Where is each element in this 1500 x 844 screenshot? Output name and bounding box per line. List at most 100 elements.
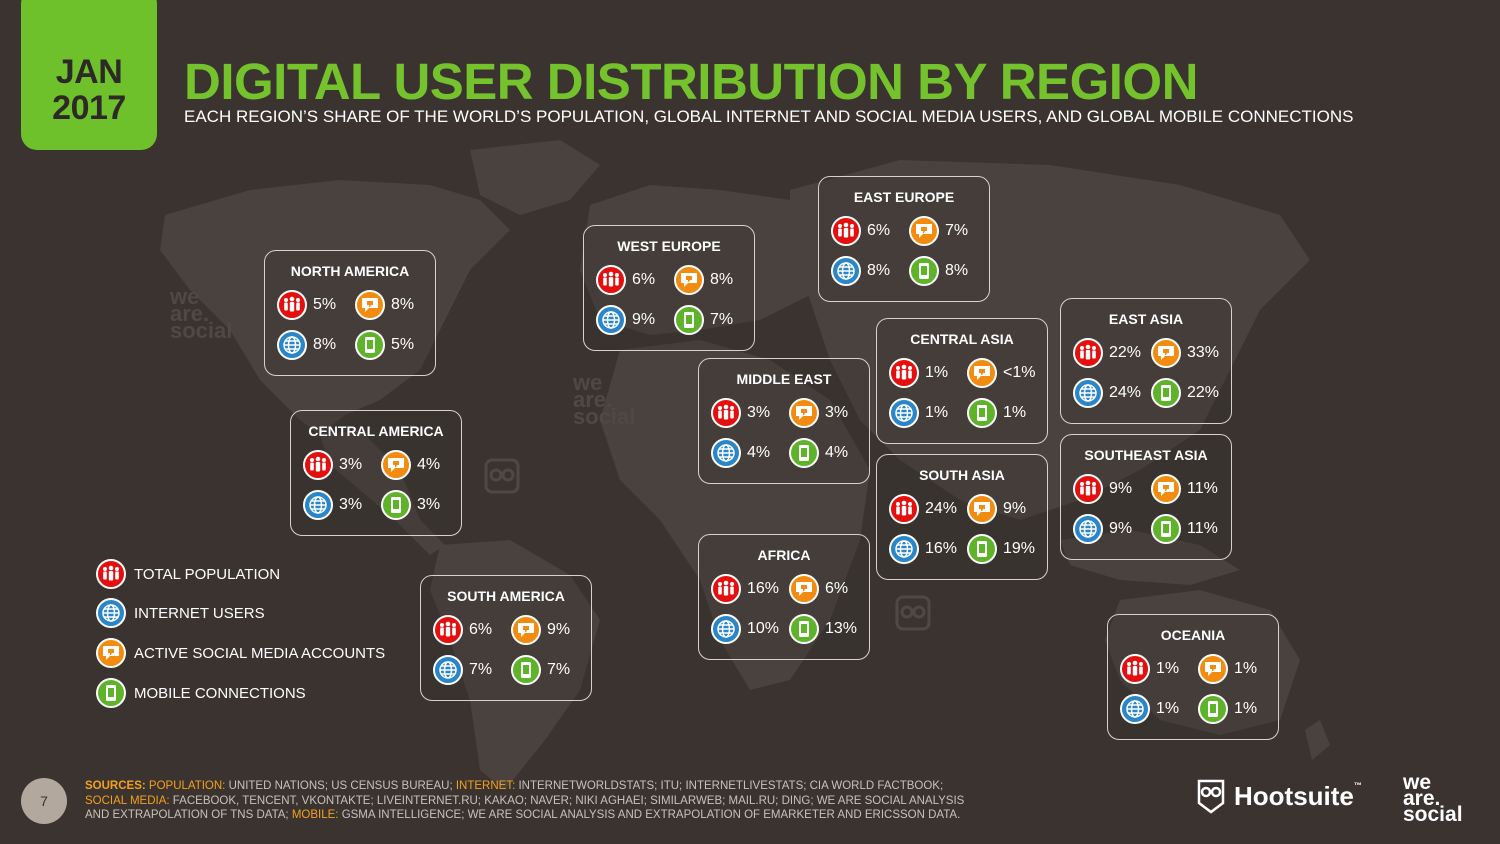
stat-value: 19%: [1003, 540, 1036, 557]
stat-internet: 10%: [711, 614, 779, 644]
people-icon: [831, 216, 861, 246]
stat-value: 1%: [1234, 660, 1258, 677]
globe-icon: [433, 655, 463, 685]
region-name: NORTH AMERICA: [290, 263, 410, 279]
region-name: OCEANIA: [1160, 627, 1226, 643]
region-card-south-asia: SOUTH ASIA 24% 9% 16% 19%: [876, 454, 1048, 580]
stat-population: 22%: [1073, 338, 1141, 368]
stat-mobile: 3%: [381, 490, 440, 520]
owl-icon: [1197, 779, 1225, 814]
we-are-social-watermark: we are. social: [170, 284, 233, 343]
stat-value: 6%: [632, 271, 656, 288]
stat-value: 22%: [1109, 344, 1142, 361]
stat-internet: 8%: [277, 330, 336, 360]
region-name: SOUTHEAST ASIA: [1084, 447, 1208, 463]
stat-mobile: 8%: [909, 256, 968, 286]
stat-value: 7%: [710, 311, 734, 328]
stat-value: 4%: [417, 456, 441, 473]
stat-internet: 16%: [889, 534, 957, 564]
stat-mobile: 22%: [1151, 378, 1219, 408]
thumbs-down-speech-icon: [967, 494, 997, 524]
stat-value: 16%: [747, 580, 780, 597]
stat-value: 1%: [1156, 660, 1180, 677]
mobile-phone-icon: [909, 256, 939, 286]
globe-icon: [303, 490, 333, 520]
stat-internet: 24%: [1073, 378, 1141, 408]
region-card-east-asia: EAST ASIA 22% 33% 24% 22%: [1060, 298, 1232, 424]
thumbs-down-speech-icon: [1151, 338, 1181, 368]
thumbs-down-speech-icon: [674, 265, 704, 295]
stat-value: 9%: [1109, 480, 1133, 497]
stat-value: 1%: [925, 404, 949, 421]
stat-mobile: 5%: [355, 330, 414, 360]
stat-mobile: 1%: [1198, 694, 1257, 724]
stat-value: 11%: [1187, 480, 1218, 497]
thumbs-down-speech-icon: [789, 398, 819, 428]
legend-label: INTERNET USERS: [134, 604, 265, 622]
stat-population: 5%: [277, 290, 336, 320]
region-card-north-america: NORTH AMERICA 5% 8% 8% 5%: [264, 250, 436, 376]
stat-population: 6%: [596, 265, 655, 295]
page-title: DIGITAL USER DISTRIBUTION BY REGION: [184, 53, 1198, 110]
stat-value: 1%: [925, 364, 949, 381]
stat-value: 6%: [469, 621, 493, 638]
region-card-central-america: CENTRAL AMERICA 3% 4% 3% 3%: [290, 410, 462, 536]
stat-value: 8%: [945, 262, 969, 279]
people-icon: [711, 398, 741, 428]
region-name: SOUTH ASIA: [919, 467, 1005, 483]
stat-value: 3%: [339, 456, 363, 473]
globe-icon: [889, 534, 919, 564]
stat-population: 6%: [433, 615, 492, 645]
stat-value: 5%: [313, 296, 337, 313]
people-icon: [303, 450, 333, 480]
stat-population: 3%: [711, 398, 770, 428]
stat-social: 4%: [381, 450, 440, 480]
we-are-social-watermark: we are. social: [573, 370, 636, 429]
owl-watermark-icon: [484, 458, 520, 494]
stat-value: 9%: [547, 621, 571, 638]
stat-value: 10%: [747, 620, 780, 637]
page-subtitle: EACH REGION’S SHARE OF THE WORLD’S POPUL…: [184, 107, 1354, 126]
stat-social: 33%: [1151, 338, 1219, 368]
stat-value: 4%: [825, 444, 849, 461]
people-icon: [1073, 338, 1103, 368]
legend-label: TOTAL POPULATION: [134, 565, 281, 583]
legend-mobile: MOBILE CONNECTIONS: [96, 678, 306, 708]
stat-population: 3%: [303, 450, 362, 480]
stat-social: <1%: [967, 358, 1035, 388]
region-card-east-europe: EAST EUROPE 6% 7% 8% 8%: [818, 176, 990, 302]
mobile-phone-icon: [789, 614, 819, 644]
thumbs-down-speech-icon: [1151, 474, 1181, 504]
region-name: EAST EUROPE: [853, 189, 955, 205]
stat-social: 9%: [511, 615, 570, 645]
mobile-phone-icon: [1198, 694, 1228, 724]
stat-population: 1%: [1120, 654, 1179, 684]
stat-internet: 1%: [1120, 694, 1179, 724]
people-icon: [889, 494, 919, 524]
stat-value: 1%: [1156, 700, 1180, 717]
region-card-west-europe: WEST EUROPE 6% 8% 9% 7%: [583, 225, 755, 351]
globe-icon: [831, 256, 861, 286]
thumbs-down-speech-icon: [909, 216, 939, 246]
stat-internet: 4%: [711, 438, 770, 468]
thumbs-down-speech-icon: [967, 358, 997, 388]
stat-value: 7%: [547, 661, 571, 678]
stat-value: 3%: [747, 404, 771, 421]
globe-icon: [596, 305, 626, 335]
region-name: SOUTH AMERICA: [447, 588, 565, 604]
hootsuite-logo: Hootsuite™: [1196, 778, 1362, 814]
thumbs-down-speech-icon: [355, 290, 385, 320]
mobile-phone-icon: [967, 398, 997, 428]
stat-value: 8%: [391, 296, 415, 313]
region-card-south-america: SOUTH AMERICA 6% 9% 7% 7%: [420, 575, 592, 701]
owl-watermark-icon: [895, 595, 931, 631]
stat-value: 24%: [1109, 384, 1142, 401]
stat-mobile: 11%: [1151, 514, 1218, 544]
mobile-phone-icon: [1151, 378, 1181, 408]
people-icon: [277, 290, 307, 320]
region-card-middle-east: MIDDLE EAST 3% 3% 4% 4%: [698, 358, 870, 484]
globe-icon: [1073, 378, 1103, 408]
region-card-southeast-asia: SOUTHEAST ASIA 9% 11% 9% 11%: [1060, 434, 1232, 560]
stat-internet: 7%: [433, 655, 492, 685]
